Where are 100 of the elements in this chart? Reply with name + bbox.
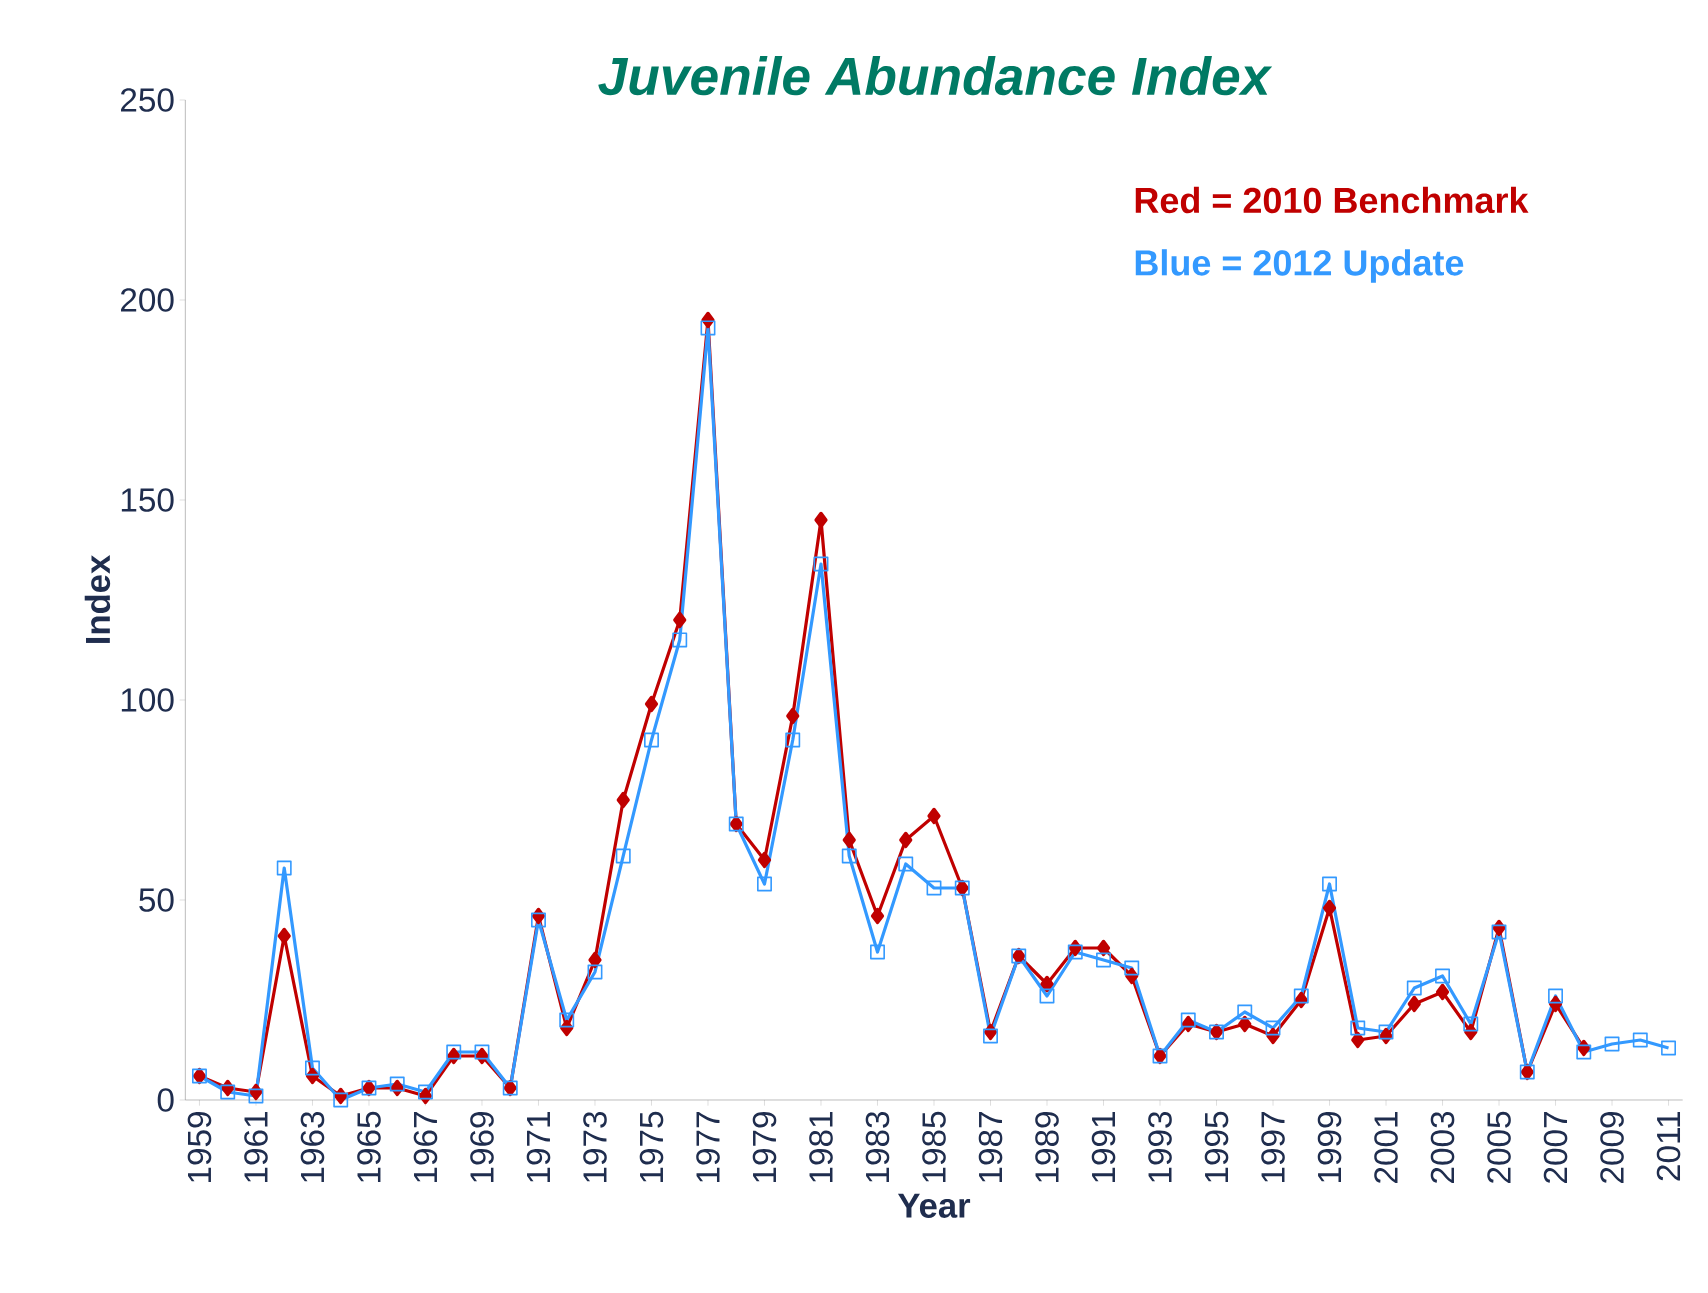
y-tick-label: 200 bbox=[121, 288, 174, 312]
point bbox=[1661, 1040, 1676, 1056]
x-tick-label: 1969 bbox=[470, 1111, 494, 1182]
x-tick-label: 1975 bbox=[639, 1111, 664, 1182]
point bbox=[587, 964, 603, 980]
point bbox=[531, 912, 546, 928]
y-tick-label: 250 bbox=[121, 88, 174, 112]
point bbox=[220, 1084, 236, 1100]
point bbox=[1068, 939, 1082, 957]
point bbox=[1040, 975, 1054, 993]
point bbox=[983, 1023, 998, 1041]
x-tick-label: 1965 bbox=[357, 1111, 381, 1182]
point bbox=[616, 791, 630, 809]
point bbox=[672, 632, 688, 648]
point bbox=[418, 1087, 433, 1105]
point bbox=[1096, 952, 1111, 968]
point bbox=[588, 951, 602, 969]
point bbox=[1350, 1020, 1366, 1036]
chart-title: Juvenile Abundance Index bbox=[598, 55, 1273, 96]
x-tick-label: 2005 bbox=[1487, 1111, 1511, 1183]
point bbox=[1351, 1031, 1365, 1049]
point bbox=[842, 831, 856, 849]
point bbox=[898, 856, 914, 872]
x-tick-label: 1993 bbox=[1148, 1111, 1172, 1182]
point bbox=[1407, 995, 1421, 1013]
point bbox=[447, 1047, 461, 1065]
y-tick-label: 150 bbox=[121, 488, 174, 512]
point bbox=[1322, 876, 1337, 892]
x-tick-label: 1987 bbox=[978, 1111, 1003, 1182]
point bbox=[389, 1076, 405, 1092]
y-tick-label: 50 bbox=[139, 888, 174, 912]
point bbox=[474, 1044, 490, 1060]
point bbox=[1577, 1039, 1591, 1057]
point bbox=[644, 695, 659, 713]
x-tick-label: 1979 bbox=[752, 1111, 777, 1182]
point bbox=[1322, 899, 1337, 917]
point bbox=[983, 1028, 998, 1044]
x-tick-label: 1961 bbox=[244, 1111, 268, 1182]
point bbox=[1265, 1020, 1281, 1036]
point bbox=[1435, 968, 1450, 984]
point bbox=[475, 1047, 489, 1065]
x-axis-title: Year bbox=[897, 1193, 971, 1218]
point bbox=[418, 1084, 433, 1100]
point bbox=[899, 831, 913, 849]
x-tick-label: 1985 bbox=[922, 1111, 946, 1182]
point bbox=[1180, 1012, 1196, 1028]
point bbox=[446, 1044, 462, 1060]
point bbox=[1181, 1015, 1195, 1033]
x-tick-label: 1991 bbox=[1091, 1111, 1116, 1182]
x-tick-label: 1971 bbox=[526, 1111, 551, 1182]
point bbox=[615, 848, 631, 864]
point bbox=[559, 1012, 575, 1028]
point bbox=[1604, 1036, 1620, 1052]
point bbox=[926, 880, 942, 896]
point bbox=[841, 848, 857, 864]
annotation: Red = 2010 Benchmark bbox=[1135, 186, 1529, 214]
point bbox=[813, 556, 829, 572]
point bbox=[1067, 944, 1083, 960]
point bbox=[333, 1092, 349, 1108]
point bbox=[927, 807, 941, 825]
x-tick-label: 1989 bbox=[1035, 1111, 1059, 1182]
y-tick-label: 0 bbox=[157, 1088, 174, 1112]
x-tick-label: 1997 bbox=[1261, 1111, 1285, 1182]
point bbox=[1491, 924, 1507, 940]
point bbox=[1378, 1024, 1394, 1040]
point bbox=[757, 851, 772, 869]
x-tick-label: 1973 bbox=[583, 1111, 607, 1182]
y-axis-title: Index bbox=[84, 554, 111, 643]
point bbox=[390, 1079, 404, 1097]
point bbox=[700, 320, 716, 336]
point bbox=[870, 907, 885, 925]
point bbox=[1124, 960, 1140, 976]
point bbox=[673, 611, 687, 629]
point bbox=[1096, 939, 1111, 957]
point bbox=[786, 707, 800, 725]
x-tick-label: 1977 bbox=[696, 1111, 720, 1182]
point bbox=[221, 1079, 235, 1097]
x-tick-label: 1983 bbox=[865, 1111, 890, 1182]
x-tick-label: 1967 bbox=[413, 1111, 438, 1182]
x-tick-label: 2003 bbox=[1430, 1111, 1455, 1183]
point bbox=[1548, 988, 1563, 1004]
point bbox=[1406, 980, 1422, 996]
point bbox=[644, 732, 659, 748]
point bbox=[531, 907, 546, 925]
point bbox=[1379, 1027, 1393, 1045]
x-tick-label: 1963 bbox=[300, 1111, 325, 1182]
point bbox=[1238, 1015, 1252, 1033]
point bbox=[1294, 991, 1308, 1009]
y-tick-label: 100 bbox=[121, 688, 174, 712]
x-tick-label: 2001 bbox=[1374, 1111, 1398, 1183]
annotation: Blue = 2012 Update bbox=[1135, 249, 1464, 283]
point bbox=[1039, 988, 1055, 1004]
x-tick-label: 1999 bbox=[1317, 1111, 1342, 1182]
x-tick-label: 2011 bbox=[1656, 1111, 1681, 1181]
point bbox=[334, 1087, 348, 1105]
point bbox=[305, 1060, 320, 1076]
x-tick-label: 1959 bbox=[187, 1111, 212, 1182]
point bbox=[248, 1088, 264, 1104]
point bbox=[1463, 1016, 1479, 1032]
point bbox=[1576, 1044, 1592, 1060]
